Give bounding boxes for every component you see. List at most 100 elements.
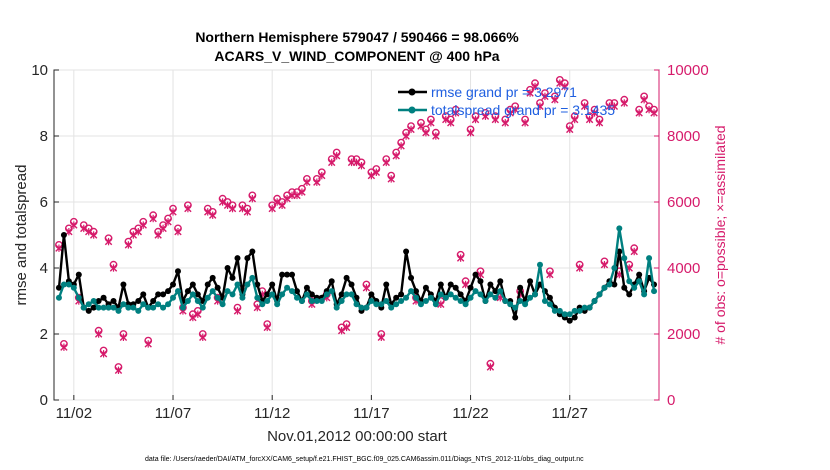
totalspread-point — [155, 301, 162, 308]
rmse-point — [447, 281, 454, 288]
totalspread-point — [184, 298, 191, 304]
obs-assimilated-point — [377, 333, 385, 341]
rmse-point — [512, 314, 519, 321]
totalspread-point — [140, 301, 147, 308]
rmse-point — [517, 284, 524, 291]
obs-assimilated-point — [541, 92, 549, 101]
y-tick-label: 4 — [40, 260, 48, 277]
legend-spread-label: totalspread grand pr = 3.1435 — [431, 102, 615, 118]
rmse-point — [437, 281, 444, 288]
totalspread-point — [318, 298, 325, 304]
obs-assimilated-point — [318, 171, 326, 180]
rmse-point — [398, 291, 405, 298]
obs-assimilated-point — [501, 119, 509, 127]
totalspread-point — [75, 294, 82, 301]
obs-assimilated-point — [174, 228, 182, 236]
totalspread-point — [616, 225, 623, 232]
totalspread-point — [353, 301, 360, 308]
totalspread-point — [343, 291, 350, 298]
totalspread-point — [135, 307, 142, 314]
obs-assimilated-point — [70, 221, 78, 229]
totalspread-point — [105, 304, 112, 311]
obs-assimilated-point — [124, 241, 133, 249]
obs-assimilated-point — [392, 152, 400, 160]
rmse-point — [308, 291, 315, 298]
totalspread-point — [541, 298, 548, 304]
totalspread-point — [145, 304, 152, 311]
y2-tick-label: 8000 — [667, 128, 700, 145]
totalspread-point — [95, 304, 102, 311]
obs-assimilated-point — [526, 89, 534, 97]
totalspread-point — [209, 288, 216, 295]
totalspread-point — [303, 291, 310, 298]
rmse-point — [155, 291, 162, 298]
totalspread-point — [170, 294, 177, 301]
totalspread-point — [536, 261, 543, 268]
totalspread-point — [308, 298, 315, 304]
obs-assimilated-point — [144, 340, 152, 348]
obs-assimilated-point — [268, 204, 276, 213]
obs-assimilated-point — [303, 178, 311, 186]
rmse-point — [214, 284, 221, 291]
totalspread-point — [586, 304, 593, 311]
chart-subtitle: ACARS_V_WIND_COMPONENT @ 400 hPa — [214, 48, 499, 64]
obs-assimilated-point — [243, 208, 252, 216]
totalspread-point — [199, 304, 206, 311]
totalspread-point — [214, 294, 221, 301]
totalspread-point — [596, 291, 603, 298]
obs-assimilated-point — [60, 343, 68, 351]
axes: 11/02 11/07 11/12 11/17 11/22 11/27 0 2 4 6 8 10 0 20… — [31, 62, 708, 422]
obs-assimilated-point — [491, 115, 500, 124]
obs-assimilated-point — [590, 109, 599, 117]
obs-assimilated-point — [372, 168, 381, 176]
totalspread-point — [224, 288, 231, 295]
rmse-point — [338, 291, 345, 298]
totalspread-point — [591, 298, 598, 304]
rmse-point — [120, 281, 127, 288]
totalspread-point — [85, 301, 92, 308]
obs-assimilated-point — [362, 284, 371, 292]
totalspread-point — [160, 304, 167, 311]
totalspread-point — [358, 304, 365, 311]
totalspread-point — [204, 294, 211, 301]
totalspread-point — [566, 311, 573, 318]
totalspread-point — [408, 288, 415, 295]
rmse-point — [422, 284, 429, 291]
obs-assimilated-point — [99, 350, 108, 358]
totalspread-point — [239, 294, 246, 301]
totalspread-point — [636, 278, 643, 285]
obs-assimilated-point — [199, 333, 207, 341]
totalspread-point — [502, 298, 509, 304]
obs-assimilated-point — [342, 323, 351, 332]
totalspread-point — [333, 304, 340, 311]
obs-assimilated-point — [566, 125, 574, 134]
rmse-point — [279, 271, 286, 278]
obs-assimilated-point — [640, 96, 648, 104]
obs-assimilated-point — [432, 132, 440, 140]
rmse-point — [293, 288, 300, 295]
rmse-point — [55, 284, 62, 291]
obs-assimilated-point — [427, 119, 435, 127]
totalspread-point — [422, 298, 429, 304]
obs-assimilated-point — [283, 195, 291, 203]
totalspread-point — [323, 291, 330, 298]
x-tick-label: 11/17 — [353, 405, 389, 422]
obs-assimilated-point — [337, 327, 346, 335]
x-tick-label: 11/02 — [56, 405, 92, 422]
rmse-point — [348, 281, 355, 288]
obs-assimilated-point — [189, 313, 197, 322]
totalspread-point — [65, 281, 72, 288]
y-tick-label: 6 — [40, 194, 48, 211]
totalspread-point — [249, 274, 256, 281]
y2-tick-label: 4000 — [667, 260, 700, 277]
obs-assimilated-point — [154, 231, 162, 239]
obs-assimilated-point — [313, 178, 321, 186]
totalspread-point — [432, 301, 439, 308]
totalspread-point — [115, 307, 122, 314]
totalspread-point — [298, 298, 305, 304]
obs-assimilated-point — [114, 366, 123, 374]
obs-assimilated-point — [328, 158, 336, 167]
obs-assimilated-point — [575, 264, 584, 272]
totalspread-point — [646, 255, 653, 262]
rmse-point — [60, 232, 67, 238]
